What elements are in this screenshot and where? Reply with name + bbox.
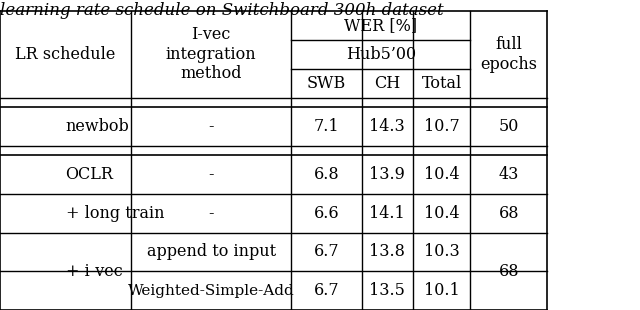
Text: append to input: append to input [147, 243, 276, 260]
Text: 13.5: 13.5 [369, 282, 405, 299]
Text: learning rate schedule on Switchboard 300h dataset: learning rate schedule on Switchboard 30… [0, 2, 444, 19]
Text: Weighted-Simple-Add: Weighted-Simple-Add [128, 284, 294, 298]
Text: OCLR: OCLR [65, 166, 114, 183]
Text: 13.9: 13.9 [369, 166, 405, 183]
Text: 68: 68 [499, 263, 519, 280]
Text: Total: Total [422, 75, 461, 92]
Text: 14.3: 14.3 [369, 118, 405, 135]
Text: 10.7: 10.7 [424, 118, 460, 135]
Text: 10.4: 10.4 [424, 166, 460, 183]
Text: 14.1: 14.1 [369, 205, 405, 222]
Text: WER [%]: WER [%] [344, 17, 417, 34]
Text: 6.8: 6.8 [314, 166, 339, 183]
Text: 43: 43 [499, 166, 519, 183]
Text: Hub5’00: Hub5’00 [346, 46, 416, 63]
Text: 6.6: 6.6 [314, 205, 339, 222]
Text: 13.8: 13.8 [369, 243, 405, 260]
Text: LR schedule: LR schedule [15, 46, 116, 63]
Text: -: - [209, 166, 214, 183]
Text: + long train: + long train [65, 205, 164, 222]
Text: -: - [209, 118, 214, 135]
Text: newbob: newbob [65, 118, 129, 135]
Text: 6.7: 6.7 [314, 282, 339, 299]
Text: 10.3: 10.3 [424, 243, 460, 260]
Text: 10.4: 10.4 [424, 205, 460, 222]
Text: CH: CH [374, 75, 401, 92]
Text: 50: 50 [499, 118, 519, 135]
Text: + i-vec: + i-vec [65, 263, 122, 280]
Text: I-vec
integration
method: I-vec integration method [166, 26, 257, 82]
Text: 6.7: 6.7 [314, 243, 339, 260]
Text: full
epochs: full epochs [480, 36, 538, 73]
Text: -: - [209, 205, 214, 222]
Text: SWB: SWB [307, 75, 346, 92]
Text: 68: 68 [499, 205, 519, 222]
Text: 10.1: 10.1 [424, 282, 460, 299]
Text: 7.1: 7.1 [314, 118, 339, 135]
